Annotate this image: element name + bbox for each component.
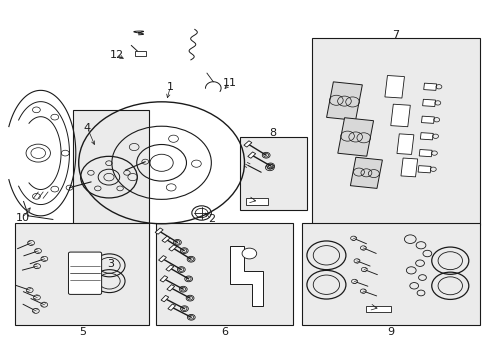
- Polygon shape: [247, 152, 255, 158]
- Text: 2: 2: [207, 215, 214, 224]
- Bar: [156, 223, 293, 325]
- Text: 8: 8: [269, 129, 276, 138]
- Bar: [311, 39, 479, 225]
- Polygon shape: [418, 149, 431, 157]
- Polygon shape: [350, 157, 382, 188]
- Text: 4: 4: [84, 123, 91, 133]
- Polygon shape: [390, 104, 409, 127]
- Polygon shape: [166, 285, 174, 291]
- Text: 7: 7: [391, 30, 398, 40]
- Bar: [135, 51, 146, 56]
- Bar: [239, 137, 306, 211]
- Polygon shape: [229, 246, 263, 306]
- Polygon shape: [420, 132, 432, 140]
- Polygon shape: [167, 304, 175, 310]
- Polygon shape: [400, 158, 417, 177]
- Polygon shape: [162, 236, 170, 242]
- Polygon shape: [422, 99, 435, 107]
- Bar: [302, 223, 479, 325]
- Bar: [15, 223, 149, 325]
- Polygon shape: [161, 296, 168, 302]
- Polygon shape: [244, 141, 251, 147]
- Circle shape: [242, 248, 256, 259]
- Bar: [73, 110, 149, 257]
- Polygon shape: [337, 118, 373, 156]
- Text: 9: 9: [386, 327, 393, 337]
- Text: 5: 5: [79, 327, 86, 337]
- Polygon shape: [165, 265, 173, 271]
- Polygon shape: [155, 228, 163, 234]
- Text: 12: 12: [109, 50, 123, 60]
- Polygon shape: [245, 198, 267, 205]
- Text: 1: 1: [166, 82, 174, 92]
- Polygon shape: [366, 306, 390, 312]
- Polygon shape: [384, 76, 404, 98]
- Polygon shape: [423, 83, 436, 90]
- Polygon shape: [160, 276, 167, 282]
- Polygon shape: [421, 116, 433, 123]
- Polygon shape: [417, 166, 430, 173]
- Polygon shape: [396, 134, 413, 154]
- Polygon shape: [158, 256, 166, 262]
- Text: 3: 3: [107, 259, 114, 269]
- Text: 11: 11: [223, 78, 236, 88]
- Polygon shape: [326, 82, 362, 120]
- FancyBboxPatch shape: [68, 252, 102, 294]
- Polygon shape: [168, 245, 177, 251]
- Text: 10: 10: [16, 213, 30, 222]
- Text: 6: 6: [221, 327, 228, 337]
